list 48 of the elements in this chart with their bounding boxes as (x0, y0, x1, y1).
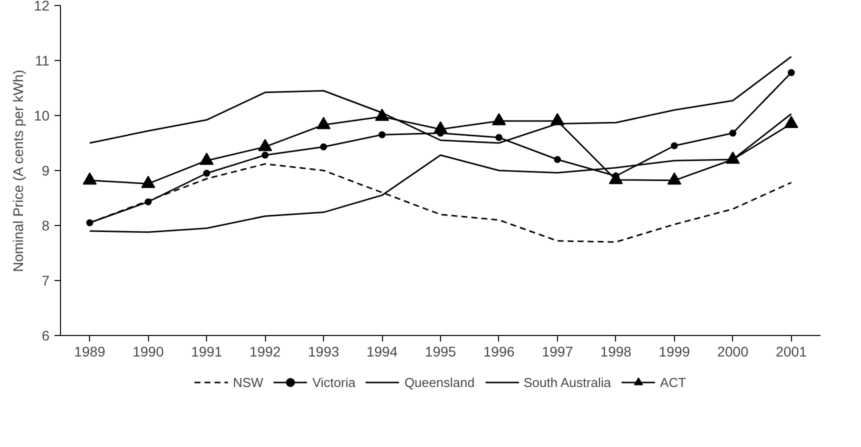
x-tick-label: 1995 (424, 344, 456, 360)
point (729, 130, 736, 137)
point (434, 121, 448, 134)
point (86, 219, 94, 226)
x-tick-label: 1993 (308, 344, 340, 360)
y-tick-label: 6 (42, 328, 50, 344)
point (258, 138, 272, 152)
point (495, 134, 502, 141)
y-tick-label: 12 (34, 0, 50, 14)
y-tick-label: 11 (34, 52, 50, 68)
point (492, 112, 506, 126)
point (375, 108, 390, 121)
legend-label: South Australia (524, 374, 612, 390)
legend-label: NSW (232, 374, 264, 390)
point (784, 116, 798, 128)
x-tick-label: 1992 (250, 344, 281, 360)
x-tick-label: 1990 (132, 344, 164, 360)
x-tick-label: 1997 (542, 344, 574, 360)
x-tick-label: 1994 (366, 344, 398, 360)
x-tick-label: 1989 (74, 344, 106, 360)
point (554, 156, 561, 163)
x-tick-label: 2001 (776, 344, 808, 360)
legend-label: ACT (660, 374, 686, 390)
point (316, 116, 331, 130)
x-tick-label: 2000 (717, 344, 749, 360)
y-tick-label: 10 (34, 108, 50, 124)
x-tick-label: 1998 (600, 344, 632, 360)
point (378, 131, 386, 138)
point (667, 172, 682, 185)
point (550, 112, 564, 126)
y-tick-label: 7 (42, 272, 50, 288)
x-tick-label: 1991 (191, 344, 222, 360)
legend-label: Queensland (404, 374, 475, 390)
y-tick-label: 8 (42, 218, 50, 234)
y-axis-title: Nominal Price (A cents per kWh) (10, 70, 26, 272)
point (144, 198, 152, 206)
x-tick-label: 1999 (658, 344, 690, 360)
y-tick-label: 9 (42, 162, 50, 178)
legend-label: Victoria (312, 374, 356, 390)
point (262, 152, 269, 159)
point (82, 172, 97, 185)
point (141, 176, 156, 188)
point (608, 172, 623, 184)
point (200, 152, 214, 165)
point (670, 142, 678, 150)
x-tick-label: 1996 (483, 344, 515, 360)
point (320, 143, 328, 150)
point (203, 170, 210, 177)
